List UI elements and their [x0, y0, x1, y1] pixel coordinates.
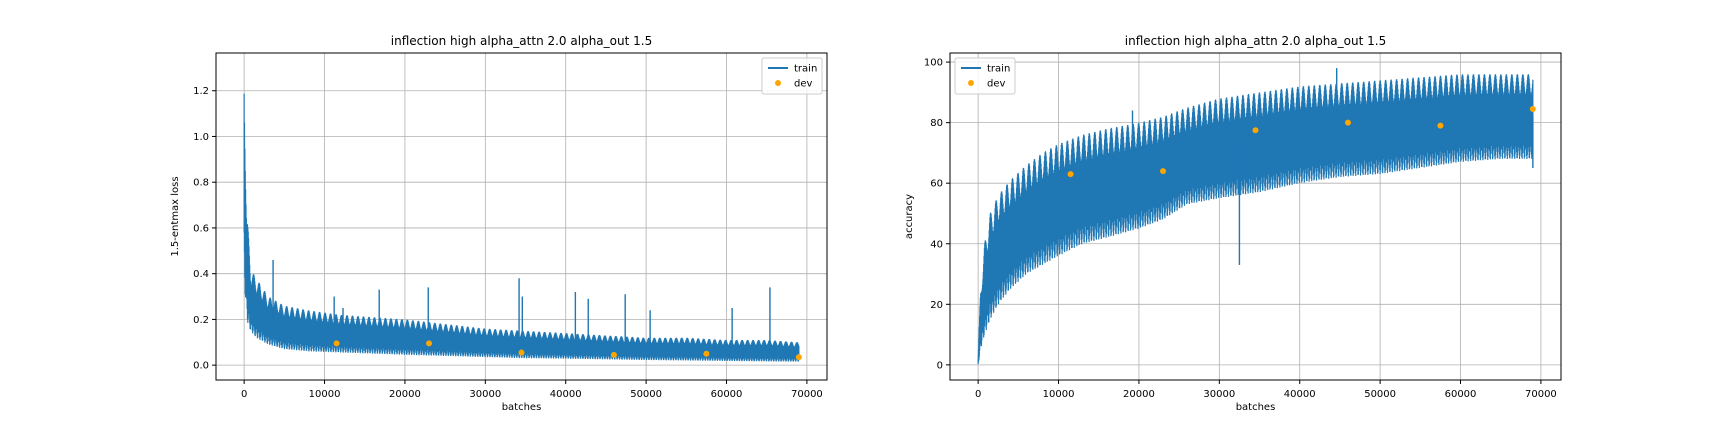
- x-tick-label: 70000: [791, 389, 823, 400]
- legend-entry-dev: dev: [794, 79, 813, 90]
- x-tick-label: 30000: [469, 389, 501, 400]
- y-tick-label: 0.2: [193, 315, 209, 326]
- y-tick-label: 1.0: [193, 132, 209, 143]
- dev-point: [518, 349, 525, 356]
- y-tick-label: 1.2: [193, 86, 209, 97]
- dev-point: [1529, 106, 1536, 113]
- legend-entry-train: train: [987, 64, 1010, 75]
- y-tick-label: 40: [930, 239, 943, 250]
- dev-point: [333, 340, 340, 347]
- y-tick-label: 100: [924, 58, 943, 69]
- x-tick-label: 20000: [1123, 389, 1155, 400]
- y-tick-label: 20: [930, 300, 943, 311]
- x-tick-label: 10000: [1043, 389, 1075, 400]
- dev-point: [1252, 127, 1259, 134]
- dev-point: [1067, 171, 1074, 178]
- x-tick-label: 40000: [1284, 389, 1316, 400]
- loss-chart: 0 10000 20000 30000 40000 50000 60000 70000 0.0 0…: [170, 34, 828, 413]
- y-tick-label: 60: [930, 179, 943, 190]
- dev-point: [795, 354, 802, 361]
- legend-entry-train: train: [794, 64, 817, 75]
- y-tick-label: 80: [930, 118, 943, 129]
- x-tick-label: 60000: [1445, 389, 1477, 400]
- accuracy-chart: 0 10000 20000 30000 40000 50000 60000 70000 0 20 4…: [904, 34, 1562, 413]
- x-tick-label: 0: [241, 389, 247, 400]
- y-tick-label: 0.8: [193, 178, 209, 189]
- y-tick-label: 0.4: [193, 269, 209, 280]
- chart-title: inflection high alpha_attn 2.0 alpha_out…: [1125, 34, 1386, 48]
- legend-marker-swatch: [968, 80, 974, 86]
- legend: train dev: [954, 57, 1016, 95]
- legend-entry-dev: dev: [987, 79, 1006, 90]
- axes-frame: [949, 52, 1562, 381]
- x-tick-label: 70000: [1525, 389, 1557, 400]
- y-tick-label: 0: [937, 360, 943, 371]
- dev-point: [1160, 168, 1167, 175]
- x-axis-label: batches: [1236, 402, 1276, 413]
- legend-marker-swatch: [775, 80, 781, 86]
- y-tick-label: 0.0: [193, 361, 209, 372]
- x-tick-label: 50000: [1364, 389, 1396, 400]
- dev-point: [426, 340, 433, 347]
- dev-point: [1344, 119, 1351, 126]
- dev-point: [703, 350, 710, 357]
- y-tick-label: 0.6: [193, 223, 209, 234]
- x-axis-label: batches: [502, 402, 542, 413]
- dev-point: [610, 351, 617, 358]
- x-tick-label: 10000: [309, 389, 341, 400]
- x-tick-label: 30000: [1203, 389, 1235, 400]
- x-tick-label: 20000: [389, 389, 421, 400]
- x-tick-label: 50000: [630, 389, 662, 400]
- y-axis-label: 1.5-entmax loss: [170, 176, 181, 256]
- chart-title: inflection high alpha_attn 2.0 alpha_out…: [391, 34, 652, 48]
- dev-point: [1437, 122, 1444, 129]
- x-tick-label: 0: [975, 389, 981, 400]
- legend: train dev: [761, 57, 823, 95]
- x-tick-label: 40000: [550, 389, 582, 400]
- y-axis-label: accuracy: [904, 194, 915, 239]
- axes-frame: [215, 52, 828, 381]
- x-tick-label: 60000: [711, 389, 743, 400]
